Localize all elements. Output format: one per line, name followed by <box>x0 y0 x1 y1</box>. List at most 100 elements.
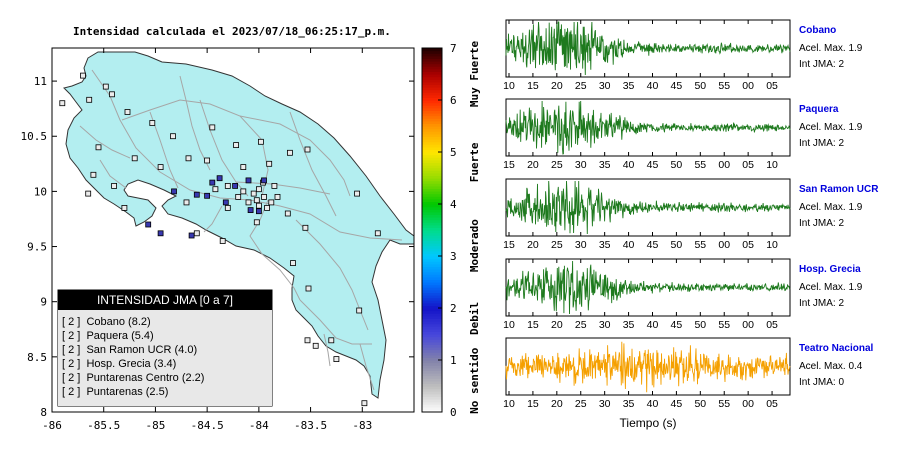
stations-layer <box>59 72 381 407</box>
colorbar-tick-label: 6 <box>450 94 457 107</box>
waveform-tick-label: 35 <box>599 239 611 251</box>
colorbar-segment <box>422 305 442 309</box>
waveform-tick-label: 10 <box>503 80 515 92</box>
colorbar-segment <box>422 110 442 114</box>
colorbar-segment <box>422 63 442 67</box>
colorbar-segment <box>422 250 442 254</box>
waveform-panel: 15 20 25 30 35 40 45 50 55 00 05 10 San Ramon UCR Ace… <box>503 178 879 251</box>
waveform-tick-label: 25 <box>551 239 563 251</box>
station-marker <box>95 144 102 151</box>
colorbar-segment <box>422 126 442 130</box>
colorbar-tick-label: 1 <box>450 354 457 367</box>
station-marker <box>264 204 271 211</box>
colorbar-segment <box>422 149 442 153</box>
colorbar-segment <box>422 159 442 163</box>
waveform-tick-label: 55 <box>694 159 706 171</box>
colorbar-segment <box>422 370 442 374</box>
intensity-colorbar: 0 1 2 3 4 5 6 7 No sentido Debil Moderado Fuerte Muy… <box>421 41 481 419</box>
legend-row: [ 2 ] Cobano (8.2) <box>62 316 151 328</box>
waveform-tick-label: 30 <box>575 239 587 251</box>
colorbar-segment <box>422 170 442 174</box>
waveform-tick-label: 40 <box>623 159 635 171</box>
waveform-tick-label: 20 <box>527 239 539 251</box>
colorbar-segment <box>422 409 442 413</box>
colorbar-segment <box>422 185 442 189</box>
station-marker <box>302 224 309 231</box>
colorbar-segment <box>422 380 442 384</box>
station-marker <box>255 208 262 215</box>
waveform-panel: 10 15 20 25 30 35 40 45 50 55 00 05 Hosp. Grecia Acel… <box>503 258 863 331</box>
colorbar-segment <box>422 74 442 78</box>
station-marker <box>354 190 361 197</box>
colorbar-segment <box>422 152 442 156</box>
waveform-tick-label: 40 <box>647 319 659 331</box>
colorbar-segment <box>422 123 442 127</box>
colorbar-segment <box>422 71 442 75</box>
station-marker <box>245 199 252 206</box>
station-marker <box>212 186 219 193</box>
legend-header-bg <box>58 290 272 310</box>
colorbar-segment <box>422 188 442 192</box>
colorbar-segment <box>422 146 442 150</box>
waveform-tick-label: 40 <box>647 398 659 410</box>
colorbar-segment <box>422 399 442 403</box>
waveform-tick-label: 05 <box>742 159 754 171</box>
legend-row: [ 2 ] Puntarenas (2.5) <box>62 386 168 398</box>
colorbar-tick-label: 0 <box>450 406 457 419</box>
station-marker <box>255 186 262 193</box>
station-marker <box>171 188 177 195</box>
station-marker <box>204 192 211 199</box>
colorbar-segment <box>422 53 442 57</box>
map-x-axis: -86 -85.5 -85 -84.5 -84 -83.5 -83 <box>42 48 372 432</box>
y-tick-label: 9 <box>40 296 47 309</box>
waveform-tick-label: 20 <box>551 319 563 331</box>
waveform-max-accel: Acel. Max. 1.9 <box>799 43 863 54</box>
colorbar-segment <box>422 339 442 343</box>
colorbar-segment <box>422 76 442 80</box>
colorbar-tick-label: 2 <box>450 302 457 315</box>
roads-layer <box>79 69 403 391</box>
legend-row: [ 2 ] Hosp. Grecia (3.4) <box>62 358 176 370</box>
colorbar-category-label: Debil <box>468 302 481 335</box>
colorbar-segment <box>422 341 442 345</box>
colorbar-segment <box>422 386 442 390</box>
station-marker <box>185 155 192 162</box>
colorbar-segment <box>422 323 442 327</box>
colorbar-segment <box>422 162 442 166</box>
colorbar-segment <box>422 261 442 265</box>
colorbar-segment <box>422 131 442 135</box>
y-tick-label: 10 <box>34 185 47 198</box>
colorbar-segment <box>422 256 442 260</box>
colorbar-segment <box>422 81 442 85</box>
waveform-tick-label: 25 <box>575 319 587 331</box>
y-tick-label: 11 <box>34 75 47 88</box>
colorbar-segment <box>422 404 442 408</box>
colorbar-segment <box>422 240 442 244</box>
colorbar-segment <box>422 175 442 179</box>
colorbar-segment <box>422 92 442 96</box>
colorbar-segment <box>422 204 442 208</box>
station-marker <box>356 307 363 314</box>
waveform-tick-label: 05 <box>766 398 778 410</box>
colorbar-segment <box>422 97 442 101</box>
colorbar-segment <box>422 362 442 366</box>
colorbar-segment <box>422 237 442 241</box>
colorbar-segment <box>422 347 442 351</box>
waveform-tick-label: 50 <box>694 80 706 92</box>
station-marker <box>219 238 226 244</box>
colorbar-segment <box>422 313 442 317</box>
x-tick-label: -85.5 <box>87 419 120 432</box>
colorbar-segment <box>422 214 442 218</box>
colorbar-segment <box>422 219 442 223</box>
colorbar-category-label: No sentido <box>468 347 481 414</box>
waveform-jma-intensity: Int JMA: 2 <box>799 59 844 70</box>
waveform-tick-label: 30 <box>599 398 611 410</box>
colorbar-segment <box>422 209 442 213</box>
colorbar-segment <box>422 243 442 247</box>
station-marker <box>255 202 262 209</box>
station-marker <box>149 120 156 126</box>
waveform-tick-label: 50 <box>694 319 706 331</box>
waveform-tick-label: 30 <box>575 159 587 171</box>
colorbar-tick-label: 5 <box>450 146 457 159</box>
waveform-tick-label: 15 <box>527 80 539 92</box>
